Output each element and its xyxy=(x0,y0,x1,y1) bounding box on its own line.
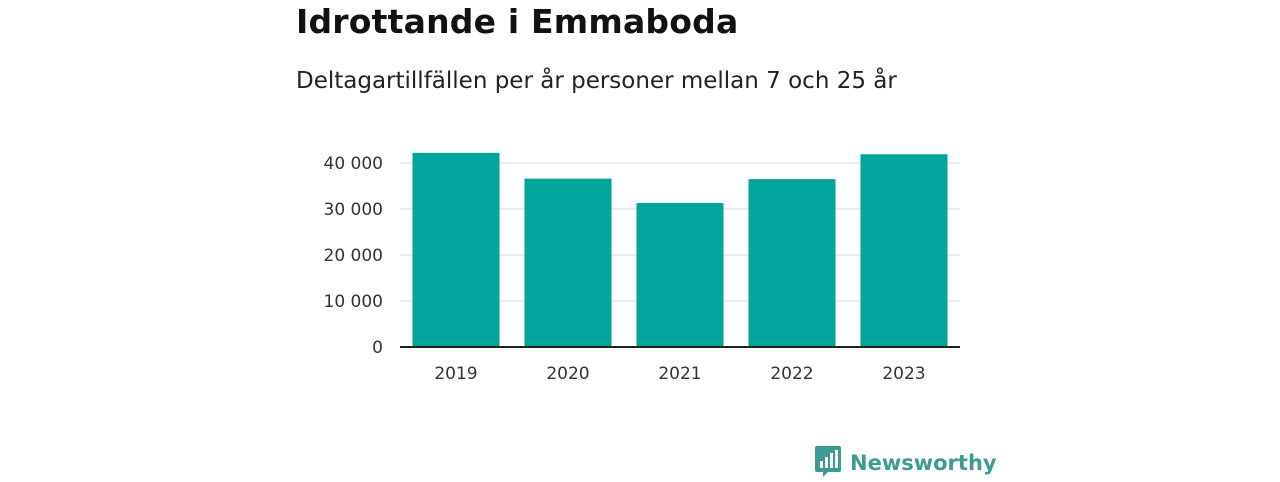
x-tick-label: 2019 xyxy=(434,364,477,384)
y-tick-label: 0 xyxy=(372,338,383,358)
chart-title: Idrottande i Emmaboda xyxy=(296,2,739,41)
bar xyxy=(860,154,948,347)
x-tick-label: 2023 xyxy=(882,364,925,384)
y-tick-label: 10 000 xyxy=(324,292,383,312)
chart-subtitle: Deltagartillfällen per år personer mella… xyxy=(296,68,897,94)
y-tick-label: 40 000 xyxy=(324,154,383,174)
bar xyxy=(524,178,612,347)
bars xyxy=(412,152,948,347)
brand-name: Newsworthy xyxy=(850,451,997,475)
bar-chart: 0 10 000 20 000 30 000 40 000 2019 2020 2021 202… xyxy=(324,152,960,384)
bar xyxy=(748,179,836,347)
bar xyxy=(412,152,500,347)
newsworthy-brand[interactable]: Newsworthy xyxy=(814,446,997,480)
y-tick-label: 20 000 xyxy=(324,246,383,266)
x-tick-label: 2022 xyxy=(770,364,813,384)
bar xyxy=(636,203,724,347)
x-tick-label: 2021 xyxy=(658,364,701,384)
x-tick-label: 2020 xyxy=(546,364,589,384)
y-tick-label: 30 000 xyxy=(324,200,383,220)
axes: 0 10 000 20 000 30 000 40 000 2019 2020 2021 202… xyxy=(324,154,960,384)
newsworthy-logo-icon xyxy=(814,444,842,482)
